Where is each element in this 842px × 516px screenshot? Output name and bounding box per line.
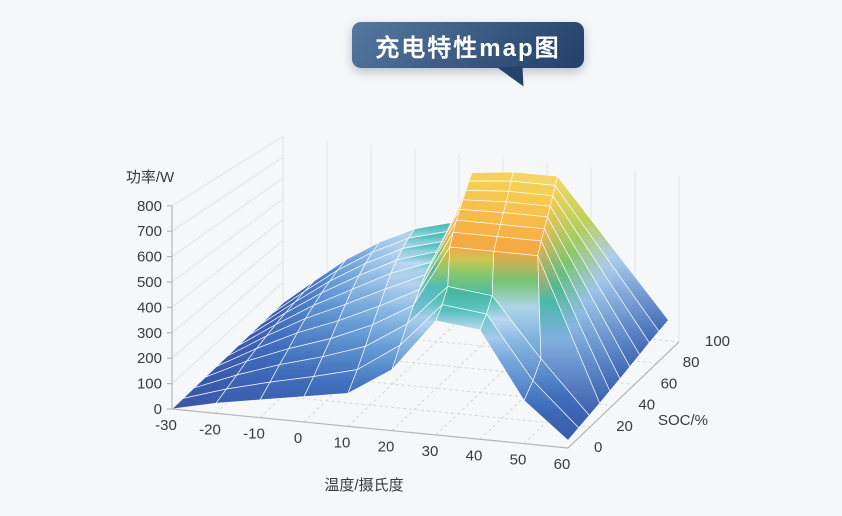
temperature-tick-label: -20: [199, 421, 221, 438]
surface-quad: [523, 380, 580, 441]
soc-axis-title: SOC/%: [658, 412, 708, 429]
power-tick-label: 0: [154, 401, 162, 418]
soc-axis: 0 20 40 60 80 100 SOC/%: [567, 333, 730, 456]
power-axis-title: 功率/W: [126, 169, 175, 186]
soc-tick-label: 20: [616, 418, 633, 435]
chart-title: 充电特性map图: [375, 34, 561, 62]
soc-tick-label: 40: [638, 397, 655, 414]
soc-tick-label: 0: [594, 439, 602, 456]
surface-quad: [468, 171, 514, 182]
power-tick-label: 300: [137, 325, 162, 342]
temperature-tick-label: -10: [243, 426, 265, 443]
temperature-tick-label: -30: [155, 417, 177, 434]
soc-tick-label: 80: [683, 354, 700, 371]
temperature-tick-label: 10: [334, 434, 351, 451]
temperature-tick-label: 20: [378, 439, 395, 456]
surface-mesh: [171, 171, 669, 441]
power-tick-label: 600: [137, 249, 162, 266]
power-tick-label: 700: [137, 223, 162, 240]
temperature-tick-label: 50: [510, 452, 527, 469]
temperature-tick-label: 30: [422, 443, 439, 460]
power-tick-label: 500: [137, 274, 162, 291]
chart-title-bubble: 充电特性map图: [352, 22, 584, 88]
bubble-tail-icon: [497, 66, 524, 88]
temperature-tick-label: 60: [554, 456, 571, 473]
temperature-tick-label: 0: [294, 430, 302, 447]
temperature-axis-title: 温度/摄氏度: [324, 477, 403, 494]
temperature-axis: -30 -20 -10 0 10 20 30 40 50 60 温度/摄氏度: [155, 408, 571, 494]
power-axis: 0 100 200 300 400 500 600 700 800 功率/W: [126, 169, 175, 418]
power-tick-label: 100: [137, 376, 162, 393]
surface-quad: [465, 180, 512, 192]
temperature-tick-label: 40: [466, 447, 483, 464]
soc-tick-label: 100: [705, 333, 730, 350]
power-tick-label: 400: [137, 299, 162, 316]
power-tick-label: 200: [137, 350, 162, 367]
power-tick-label: 800: [137, 198, 162, 215]
soc-tick-label: 60: [661, 375, 678, 392]
